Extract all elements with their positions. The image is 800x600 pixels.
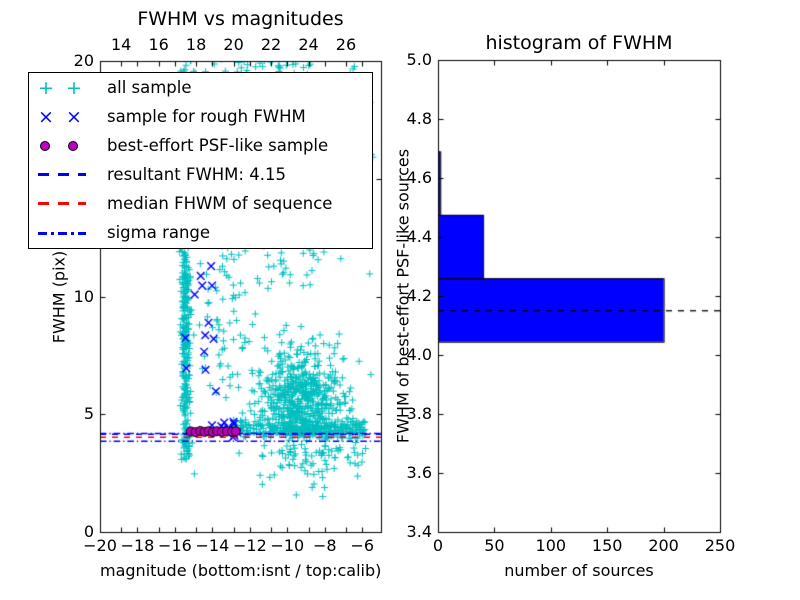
- right-y-tick-label: 3.4: [406, 522, 432, 541]
- dashed-line-icon: [38, 202, 86, 206]
- legend-label: resultant FWHM: 4.15: [107, 164, 286, 184]
- top-x-tick-label: 14: [110, 35, 132, 54]
- right-y-tick-label: 4.6: [406, 168, 432, 187]
- top-x-tick-label: 16: [148, 35, 169, 54]
- circle-marker-icon: [68, 140, 78, 151]
- legend-item-sigma-range: sigma range: [29, 218, 372, 247]
- legend-label: all sample: [107, 77, 192, 97]
- left-x-tick-label: −16: [158, 536, 192, 555]
- left-x-tick-label: −14: [195, 536, 230, 555]
- right-x-tick-label: 150: [591, 536, 623, 555]
- left-x-tick-label: −20: [83, 536, 117, 555]
- right-plot-title: histogram of FWHM: [485, 32, 673, 54]
- legend-label: sigma range: [107, 223, 211, 243]
- legend-item-psf-sample: best-effort PSF-like sample: [29, 131, 372, 160]
- right-y-tick-label: 5.0: [406, 50, 432, 69]
- legend-item-resultant-fwhm: resultant FWHM: 4.15: [29, 160, 372, 189]
- right-x-tick-label: 100: [535, 536, 567, 555]
- circle-marker-icon: [40, 140, 50, 151]
- right-y-tick-label: 4.4: [406, 227, 432, 246]
- left-x-tick-label: −18: [120, 536, 155, 555]
- top-x-tick-label: 26: [335, 35, 357, 54]
- x-marker-icon: ×: [66, 105, 82, 128]
- right-y-tick-label: 4.0: [406, 345, 432, 364]
- left-plot-xlabel: magnitude (bottom:isnt / top:calib): [100, 561, 382, 580]
- right-y-tick-label: 4.8: [406, 109, 432, 128]
- left-y-tick-label: 0: [83, 522, 94, 541]
- left-y-tick-label: 20: [73, 51, 94, 70]
- right-x-tick-label: 0: [432, 536, 444, 555]
- right-plot-xlabel: number of sources: [504, 561, 654, 580]
- legend-item-rough-fwhm: × × sample for rough FWHM: [29, 102, 372, 131]
- right-x-tick-label: 50: [484, 536, 505, 555]
- left-x-tick-label: −10: [270, 536, 305, 555]
- right-y-tick-label: 3.8: [406, 404, 432, 423]
- legend-label: sample for rough FWHM: [107, 106, 306, 126]
- legend: + + all sample × × sample for rough FWHM…: [28, 72, 373, 249]
- top-x-tick-label: 24: [298, 35, 319, 54]
- right-y-tick-label: 4.2: [406, 286, 432, 305]
- x-marker-icon: ×: [38, 105, 54, 128]
- right-x-tick-label: 250: [704, 536, 736, 555]
- legend-item-median-fwhm: median FHWM of sequence: [29, 189, 372, 218]
- left-plot-title: FWHM vs magnitudes: [137, 8, 344, 30]
- left-y-tick-label: 10: [73, 286, 94, 306]
- legend-label: median FHWM of sequence: [107, 193, 333, 213]
- plus-marker-icon: +: [66, 76, 82, 99]
- top-x-tick-label: 20: [223, 35, 244, 54]
- legend-label: best-effort PSF-like sample: [107, 135, 329, 155]
- legend-item-all-sample: + + all sample: [29, 73, 372, 102]
- left-x-tick-label: −6: [350, 536, 375, 555]
- right-y-tick-label: 3.6: [406, 463, 432, 482]
- top-x-tick-label: 22: [260, 35, 282, 54]
- dashed-line-icon: [38, 173, 86, 177]
- dashdot-line-icon: [38, 231, 86, 235]
- left-x-tick-label: −12: [232, 536, 267, 555]
- plus-marker-icon: +: [38, 76, 54, 99]
- right-x-tick-label: 200: [648, 536, 679, 555]
- top-x-tick-label: 18: [185, 35, 207, 54]
- left-x-tick-label: −8: [313, 536, 337, 555]
- left-y-tick-label: 5: [83, 404, 94, 424]
